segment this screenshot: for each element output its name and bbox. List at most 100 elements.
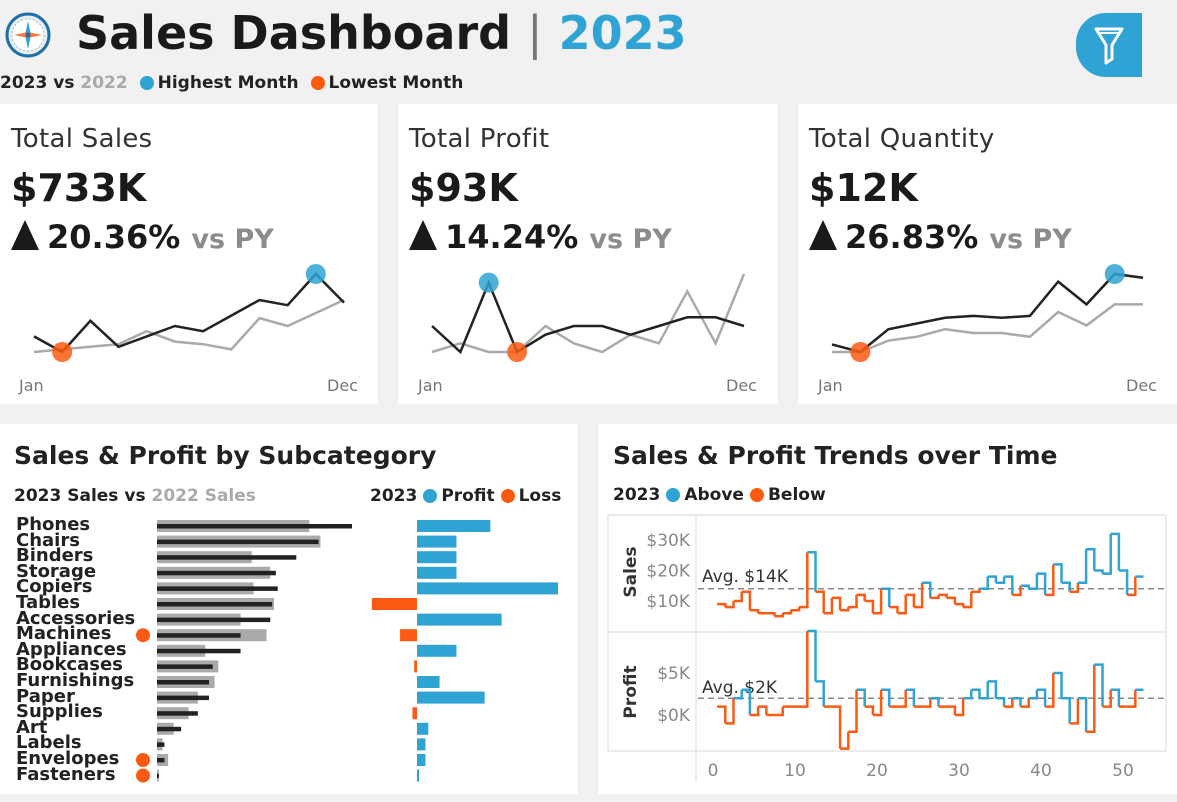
sales-2023-bar — [157, 524, 352, 529]
sales-step-segment — [856, 593, 866, 601]
sales-step-segment — [1004, 575, 1014, 595]
sales-step-segment — [1045, 564, 1055, 597]
sales-step-segment — [922, 581, 932, 598]
above-label: Above — [684, 485, 744, 505]
sales-step-segment — [1110, 532, 1121, 571]
sales-step-segment — [905, 593, 916, 608]
sales-step-segment — [1028, 573, 1039, 591]
lowest-month-marker — [507, 342, 528, 362]
kpi-value: $93K — [409, 166, 518, 210]
legend-high: Highest Month — [157, 73, 299, 93]
profit-step-segment — [971, 688, 981, 699]
profit-step-segment — [856, 688, 866, 707]
filter-button[interactable] — [1076, 13, 1142, 77]
lowest-month-dot — [310, 76, 325, 90]
loss-flag-marker — [136, 768, 150, 783]
subcategory-panel: Sales & Profit by Subcategory 2023 Sales… — [0, 424, 578, 794]
sales-step-segment — [995, 576, 1006, 584]
kpi-title: Total Quantity — [809, 124, 995, 154]
kpi-card-quantity[interactable]: Total Quantity $12K 26.83% vs PY Jan Dec — [798, 104, 1177, 404]
start-month-label: Jan — [19, 376, 44, 395]
profit-bar — [417, 769, 419, 782]
x-tick-label: 30 — [948, 761, 970, 781]
kpi-card-sales[interactable]: Total Sales $733K 20.36% vs PY Jan Dec — [0, 104, 378, 404]
sales-2023-bar — [157, 773, 159, 779]
start-month-label: Jan — [818, 376, 843, 395]
kpi-vs-label: vs PY — [589, 224, 672, 255]
category-label: Tables — [16, 592, 81, 613]
profit-step-segment — [848, 689, 858, 734]
loss-flag-marker — [136, 628, 150, 643]
profit-step-segment — [922, 698, 932, 708]
category-label: Labels — [16, 732, 82, 754]
profit-bar — [417, 551, 457, 564]
subcategory-title: Sales & Profit by Subcategory — [14, 441, 437, 470]
profit-step-segment — [840, 731, 850, 750]
sales-axis-label: Sales — [621, 546, 641, 597]
category-label: Binders — [16, 545, 94, 567]
profit-step-segment — [897, 689, 907, 708]
current-year-line — [831, 272, 1144, 354]
profit-step-segment — [807, 629, 817, 682]
sales-2023-bar — [157, 711, 198, 716]
profit-step-segment — [1036, 688, 1047, 707]
kpi-change: 26.83% vs PY — [809, 218, 1072, 256]
sales-step-segment — [913, 582, 924, 609]
trends-legend: 2023 Above Below — [613, 485, 826, 505]
sales-step-segment — [815, 590, 825, 614]
highest-month-marker — [305, 264, 326, 284]
below-label: Below — [767, 485, 826, 505]
profit-step-segment — [774, 706, 784, 717]
trends-panel: Sales & Profit Trends over Time 2023 Abov… — [598, 424, 1177, 794]
end-month-label: Dec — [327, 376, 358, 395]
kpi-change-pct: 14.24% — [445, 218, 579, 256]
sales-step-segment — [1118, 569, 1129, 595]
sales-step-segment — [881, 587, 891, 608]
profit-step-segment — [946, 705, 957, 715]
header-legend: 2023 vs 2022 Highest Month Lowest Month — [0, 73, 463, 93]
sales-vs-label: vs — [124, 486, 146, 506]
title-year: 2023 — [558, 6, 687, 60]
sales-step-segment — [1086, 547, 1096, 571]
category-label: Phones — [16, 514, 91, 535]
kpi-change: 14.24% vs PY — [409, 218, 672, 256]
profit-bar — [417, 566, 457, 579]
profit-step-segment — [1020, 698, 1030, 708]
sales-prev-label: 2022 Sales — [151, 486, 256, 506]
profit-step-segment — [758, 705, 768, 715]
trends-year-label: 2023 — [613, 485, 661, 505]
sales-step-segment — [749, 608, 760, 614]
highest-month-marker — [1104, 264, 1125, 284]
sales-2023-bar — [157, 586, 278, 591]
profit-step-segment — [733, 689, 743, 700]
profit-step-segment — [1127, 689, 1137, 708]
previous-year-line — [431, 273, 746, 354]
sales-step-segment — [717, 602, 727, 608]
category-label: Fasteners — [16, 763, 116, 785]
profit-step-segment — [1045, 673, 1055, 708]
sales-step-segment — [823, 597, 834, 615]
profit-step-segment — [1004, 698, 1014, 708]
sales-step-segment — [725, 601, 735, 609]
sales-step-segment — [1077, 549, 1088, 584]
profit-step-segment — [749, 706, 760, 717]
profit-bar — [417, 738, 426, 751]
profit-bar — [417, 676, 440, 688]
profit-axis-label: Profit — [621, 665, 641, 718]
sales-step-segment — [741, 590, 752, 611]
profit-step-segment — [963, 689, 973, 700]
x-tick-label: 20 — [866, 761, 888, 781]
kpi-title: Total Sales — [11, 124, 153, 154]
sales-step-segment — [979, 576, 989, 591]
category-label: Supplies — [16, 701, 103, 723]
profit-average-label: Avg. $2K — [702, 678, 778, 698]
sales-2023-bar — [157, 539, 319, 545]
kpi-card-profit[interactable]: Total Profit $93K 14.24% vs PY Jan Dec — [398, 104, 778, 404]
highest-month-marker — [478, 272, 499, 293]
sales-2023-bar — [157, 742, 165, 747]
loss-label: Loss — [518, 486, 562, 506]
sales-2023-bar — [157, 633, 241, 638]
profit-tick-label: $0K — [657, 706, 691, 726]
sales-step-segment — [790, 607, 801, 612]
profit-step-segment — [1028, 689, 1039, 700]
